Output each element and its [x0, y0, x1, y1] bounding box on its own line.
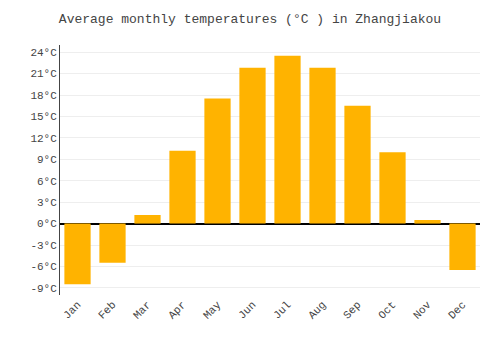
svg-text:Average monthly temperatures (: Average monthly temperatures (°C ) in Zh…	[59, 12, 441, 27]
svg-text:Jun: Jun	[236, 299, 258, 321]
svg-text:9°C: 9°C	[37, 154, 57, 166]
svg-text:-3°C: -3°C	[30, 240, 57, 252]
svg-text:15°C: 15°C	[30, 111, 57, 123]
svg-text:-6°C: -6°C	[30, 261, 57, 273]
svg-text:Aug: Aug	[306, 299, 328, 321]
svg-text:3°C: 3°C	[37, 197, 57, 209]
svg-text:Mar: Mar	[131, 299, 153, 321]
svg-text:Dec: Dec	[446, 299, 468, 321]
svg-text:24°C: 24°C	[30, 47, 57, 59]
svg-text:12°C: 12°C	[30, 133, 57, 145]
svg-text:21°C: 21°C	[30, 68, 57, 80]
svg-text:Sep: Sep	[341, 299, 363, 321]
svg-text:Apr: Apr	[166, 299, 188, 321]
svg-text:Nov: Nov	[411, 299, 434, 322]
svg-text:-9°C: -9°C	[30, 283, 57, 295]
svg-text:0°C: 0°C	[37, 218, 57, 230]
svg-text:18°C: 18°C	[30, 90, 57, 102]
svg-text:May: May	[201, 299, 224, 322]
svg-text:Jan: Jan	[61, 299, 83, 321]
svg-text:Oct: Oct	[376, 299, 398, 321]
svg-text:Jul: Jul	[271, 299, 293, 321]
svg-text:6°C: 6°C	[37, 176, 57, 188]
svg-text:Feb: Feb	[96, 299, 118, 321]
